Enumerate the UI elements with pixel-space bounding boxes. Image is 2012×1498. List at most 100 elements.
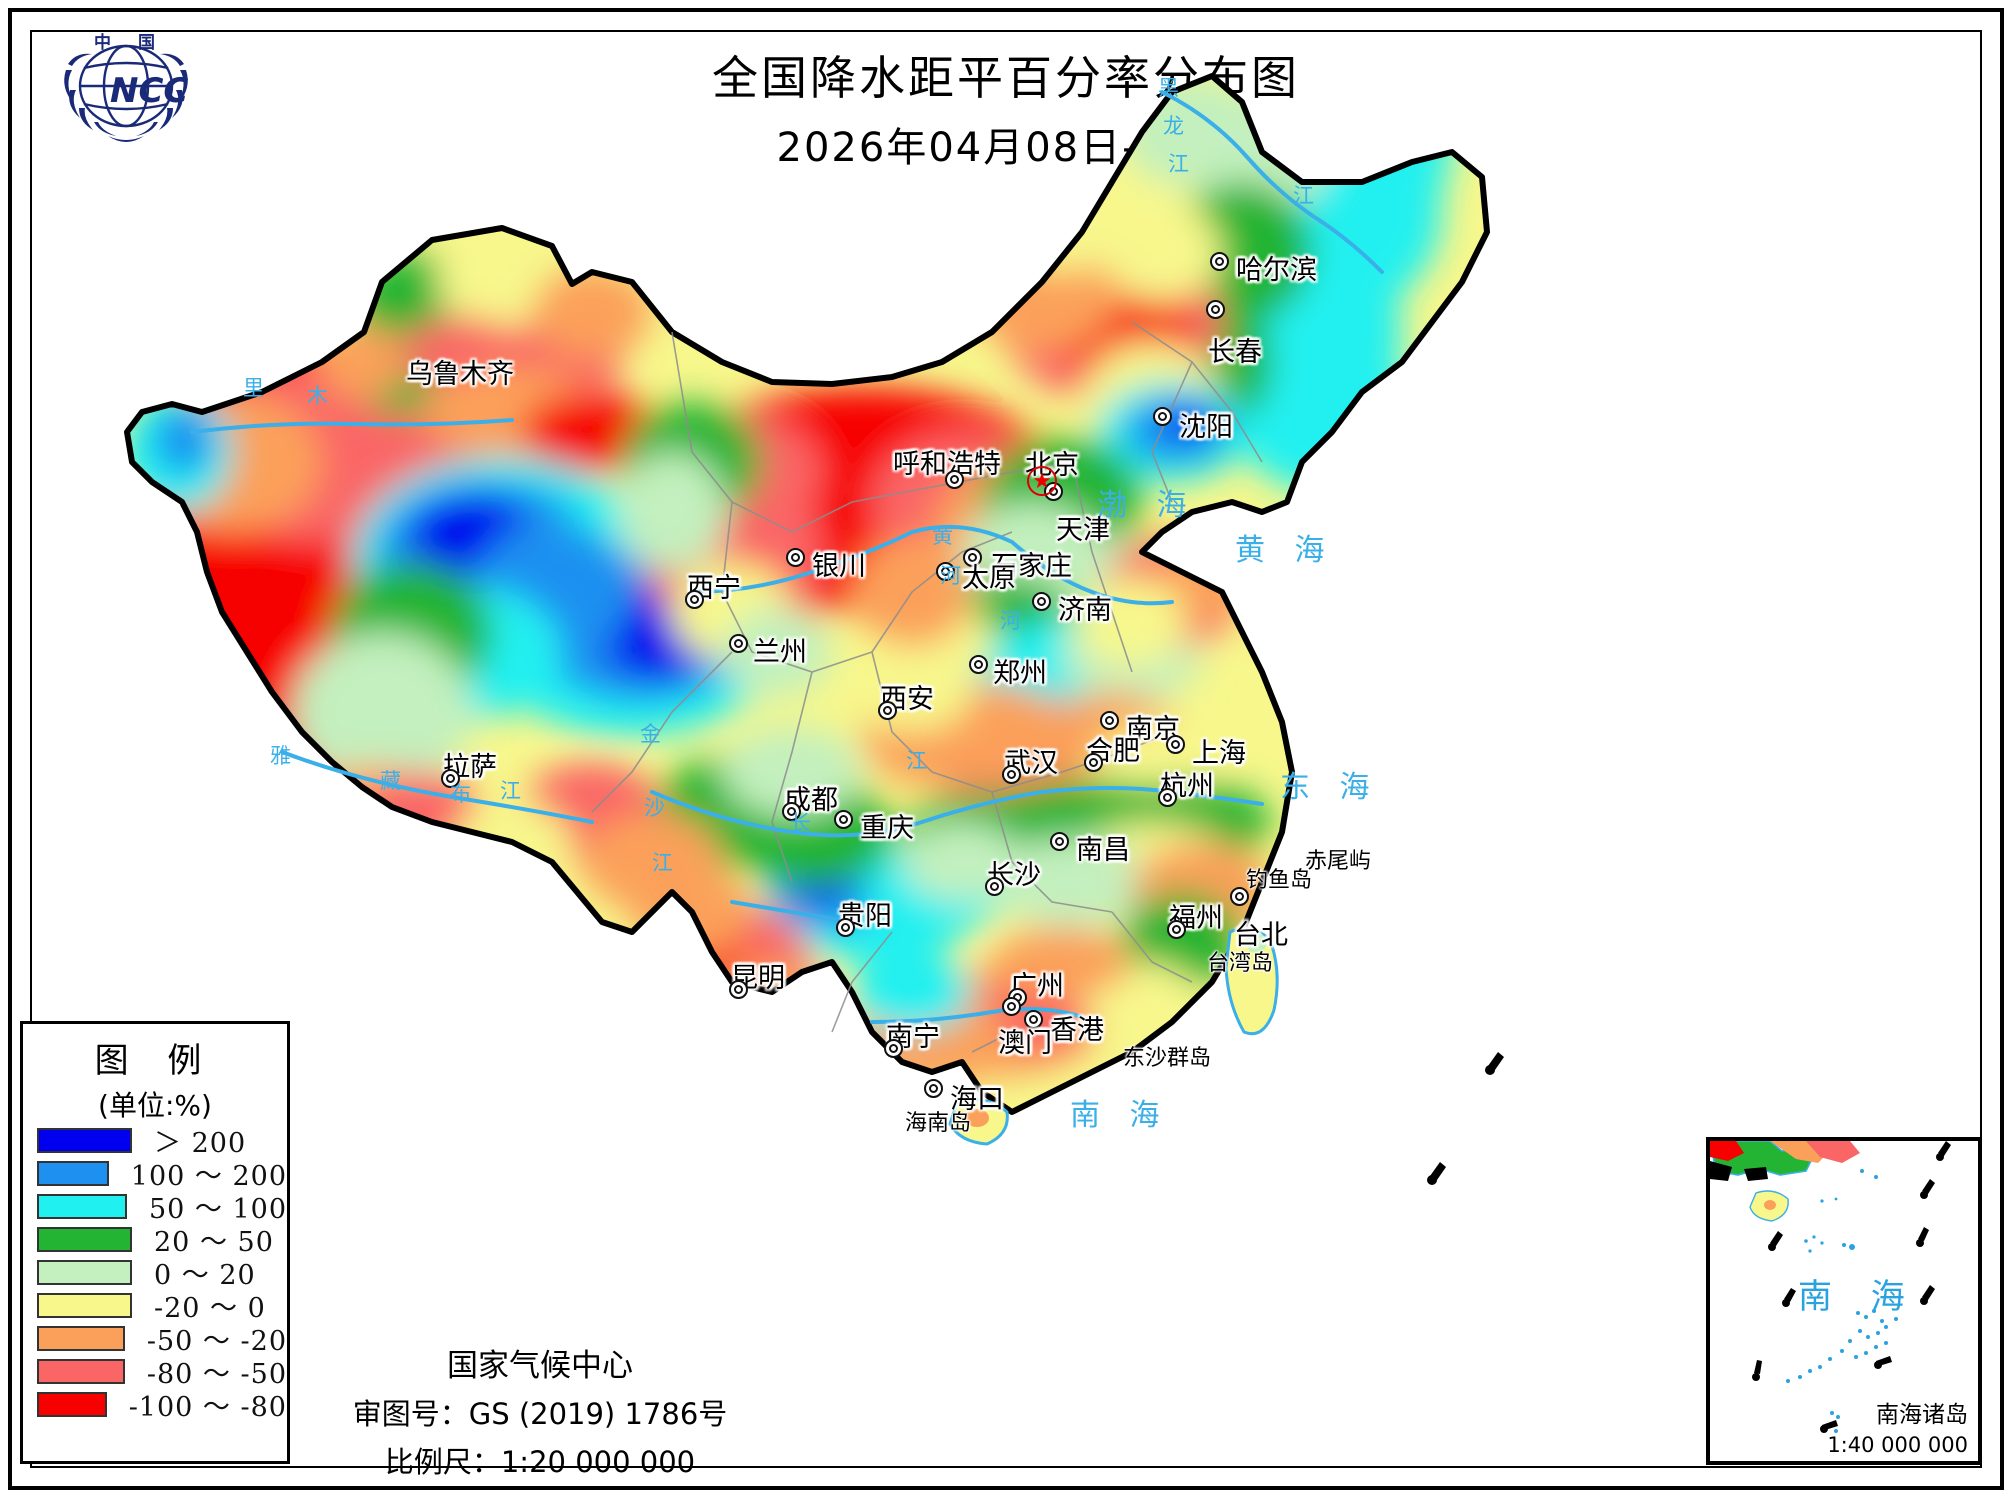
- river-label: 金: [640, 722, 661, 746]
- credit-organization: 国家气候中心: [447, 1348, 633, 1384]
- city-marker-icon: [729, 634, 748, 653]
- legend-color-swatch: [37, 1161, 109, 1186]
- island-label: 海南岛: [905, 1111, 972, 1136]
- city-label: 台北: [1234, 920, 1288, 951]
- svg-text:NCC: NCC: [110, 71, 188, 111]
- river-label: 江: [906, 749, 927, 773]
- city-marker-icon: [441, 769, 460, 788]
- city-marker-icon: [1166, 735, 1185, 754]
- legend-entry-label: 0 ～ 20: [154, 1260, 256, 1291]
- river-label: 江: [1293, 184, 1314, 208]
- city-marker-icon: [834, 810, 853, 829]
- river-label: 江: [652, 851, 673, 875]
- sea-label: 黄 海: [1235, 533, 1335, 568]
- river-label: 里: [243, 376, 264, 400]
- legend-color-swatch: [37, 1359, 125, 1384]
- outer-border: [8, 8, 2004, 1490]
- inner-border: [30, 30, 1982, 1468]
- city-marker-icon: [1050, 832, 1069, 851]
- legend-color-swatch: [37, 1392, 107, 1417]
- city-label: 澳门: [998, 1028, 1052, 1059]
- sea-label: 南 海: [1070, 1098, 1170, 1133]
- legend-color-swatch: [37, 1293, 132, 1318]
- sea-label: 东 海: [1280, 770, 1380, 805]
- river-label: 江: [1168, 152, 1189, 176]
- legend-entry-label: 50 ～ 100: [148, 1194, 287, 1225]
- river-label: 长: [790, 811, 811, 835]
- legend-entry: -100 ～ -80: [37, 1388, 287, 1423]
- sea-label: 渤 海: [1097, 488, 1197, 523]
- city-label: 香港: [1050, 1015, 1104, 1046]
- city-label: 乌鲁木齐: [406, 359, 514, 390]
- legend-entry: -20 ～ 0: [37, 1289, 287, 1324]
- legend-entry-list: ＞ 200 100 ～ 200 50 ～ 100 20 ～ 50 0 ～ 20 -20 ～…: [23, 1124, 287, 1423]
- legend-entry: -50 ～ -20: [37, 1322, 287, 1357]
- city-marker-icon: [1210, 252, 1229, 271]
- legend-color-swatch: [37, 1260, 132, 1285]
- ncc-logo: 中 国 NCC: [46, 24, 206, 144]
- legend-color-swatch: [37, 1194, 127, 1219]
- city-label: 太原: [962, 563, 1016, 594]
- river-label: 沙: [644, 796, 665, 820]
- legend-entry-label: -80 ～ -50: [146, 1359, 287, 1390]
- river-label: 雅: [270, 744, 291, 768]
- city-marker-icon: [878, 701, 897, 720]
- legend-entry: 100 ～ 200: [37, 1157, 287, 1192]
- city-label: 郑州: [993, 658, 1047, 689]
- legend-box: 图 例 (单位:%) ＞ 200 100 ～ 200 50 ～ 100 20 ～ 50…: [20, 1021, 290, 1464]
- city-label: 银川: [812, 551, 866, 582]
- city-marker-icon: [985, 877, 1004, 896]
- inset-scale: 1:40 000 000: [1827, 1433, 1968, 1457]
- city-marker-icon: [936, 562, 955, 581]
- legend-entry-label: -50 ～ -20: [146, 1326, 287, 1357]
- legend-title: 图 例: [94, 1041, 216, 1081]
- island-label: 东沙群岛: [1123, 1046, 1212, 1071]
- city-label: 长春: [1208, 337, 1262, 368]
- legend-color-swatch: [37, 1227, 132, 1252]
- city-marker-icon: [884, 1039, 903, 1058]
- legend-entry-label: 20 ～ 50: [154, 1227, 274, 1258]
- city-marker-icon: [1167, 920, 1186, 939]
- legend-entry: 50 ～ 100: [37, 1190, 287, 1225]
- city-marker-icon: [1024, 1010, 1043, 1029]
- city-marker-icon: [969, 655, 988, 674]
- island-label: 钓鱼岛: [1246, 868, 1313, 893]
- city-label: 天津: [1056, 515, 1110, 546]
- credit-approval-number: 审图号：GS (2019) 1786号: [352, 1397, 728, 1431]
- river-label: 江: [500, 779, 521, 803]
- capital-star-icon: ★: [1027, 466, 1057, 496]
- legend-entry: 0 ～ 20: [37, 1256, 287, 1291]
- city-marker-icon: [1153, 407, 1172, 426]
- city-marker-icon: [1206, 300, 1225, 319]
- city-marker-icon: [1002, 997, 1021, 1016]
- river-label: 黑: [1158, 76, 1179, 100]
- legend-entry: -80 ～ -50: [37, 1355, 287, 1390]
- city-label: 石家庄: [991, 551, 1072, 582]
- island-label: 赤尾屿: [1305, 849, 1372, 874]
- island-label: 台湾岛: [1207, 951, 1274, 976]
- city-marker-icon: [836, 918, 855, 937]
- inset-sea-label: 南 海: [1798, 1277, 1919, 1317]
- city-marker-icon: [782, 802, 801, 821]
- city-label: 上海: [1192, 738, 1246, 769]
- city-marker-icon: [1084, 753, 1103, 772]
- city-label: 济南: [1058, 595, 1112, 626]
- city-marker-icon: [945, 470, 964, 489]
- city-marker-icon: [685, 590, 704, 609]
- city-marker-icon: [963, 548, 982, 567]
- city-marker-icon: [1158, 788, 1177, 807]
- inset-caption: 南海诸岛: [1876, 1402, 1968, 1428]
- city-marker-icon: [1002, 765, 1021, 784]
- city-marker-icon: [1032, 592, 1051, 611]
- city-marker-icon: [786, 548, 805, 567]
- legend-color-swatch: [37, 1326, 125, 1351]
- river-label: 龙: [1163, 114, 1184, 138]
- river-label: 木: [307, 384, 328, 408]
- city-marker-icon: [924, 1079, 943, 1098]
- legend-entry-label: ＞ 200: [154, 1128, 247, 1159]
- river-label: 藏: [380, 769, 401, 793]
- credits-block: 国家气候中心 审图号：GS (2019) 1786号 比例尺：1:20 000 …: [330, 1340, 750, 1487]
- river-label: 河: [940, 564, 961, 588]
- credit-scale: 比例尺：1:20 000 000: [384, 1445, 696, 1479]
